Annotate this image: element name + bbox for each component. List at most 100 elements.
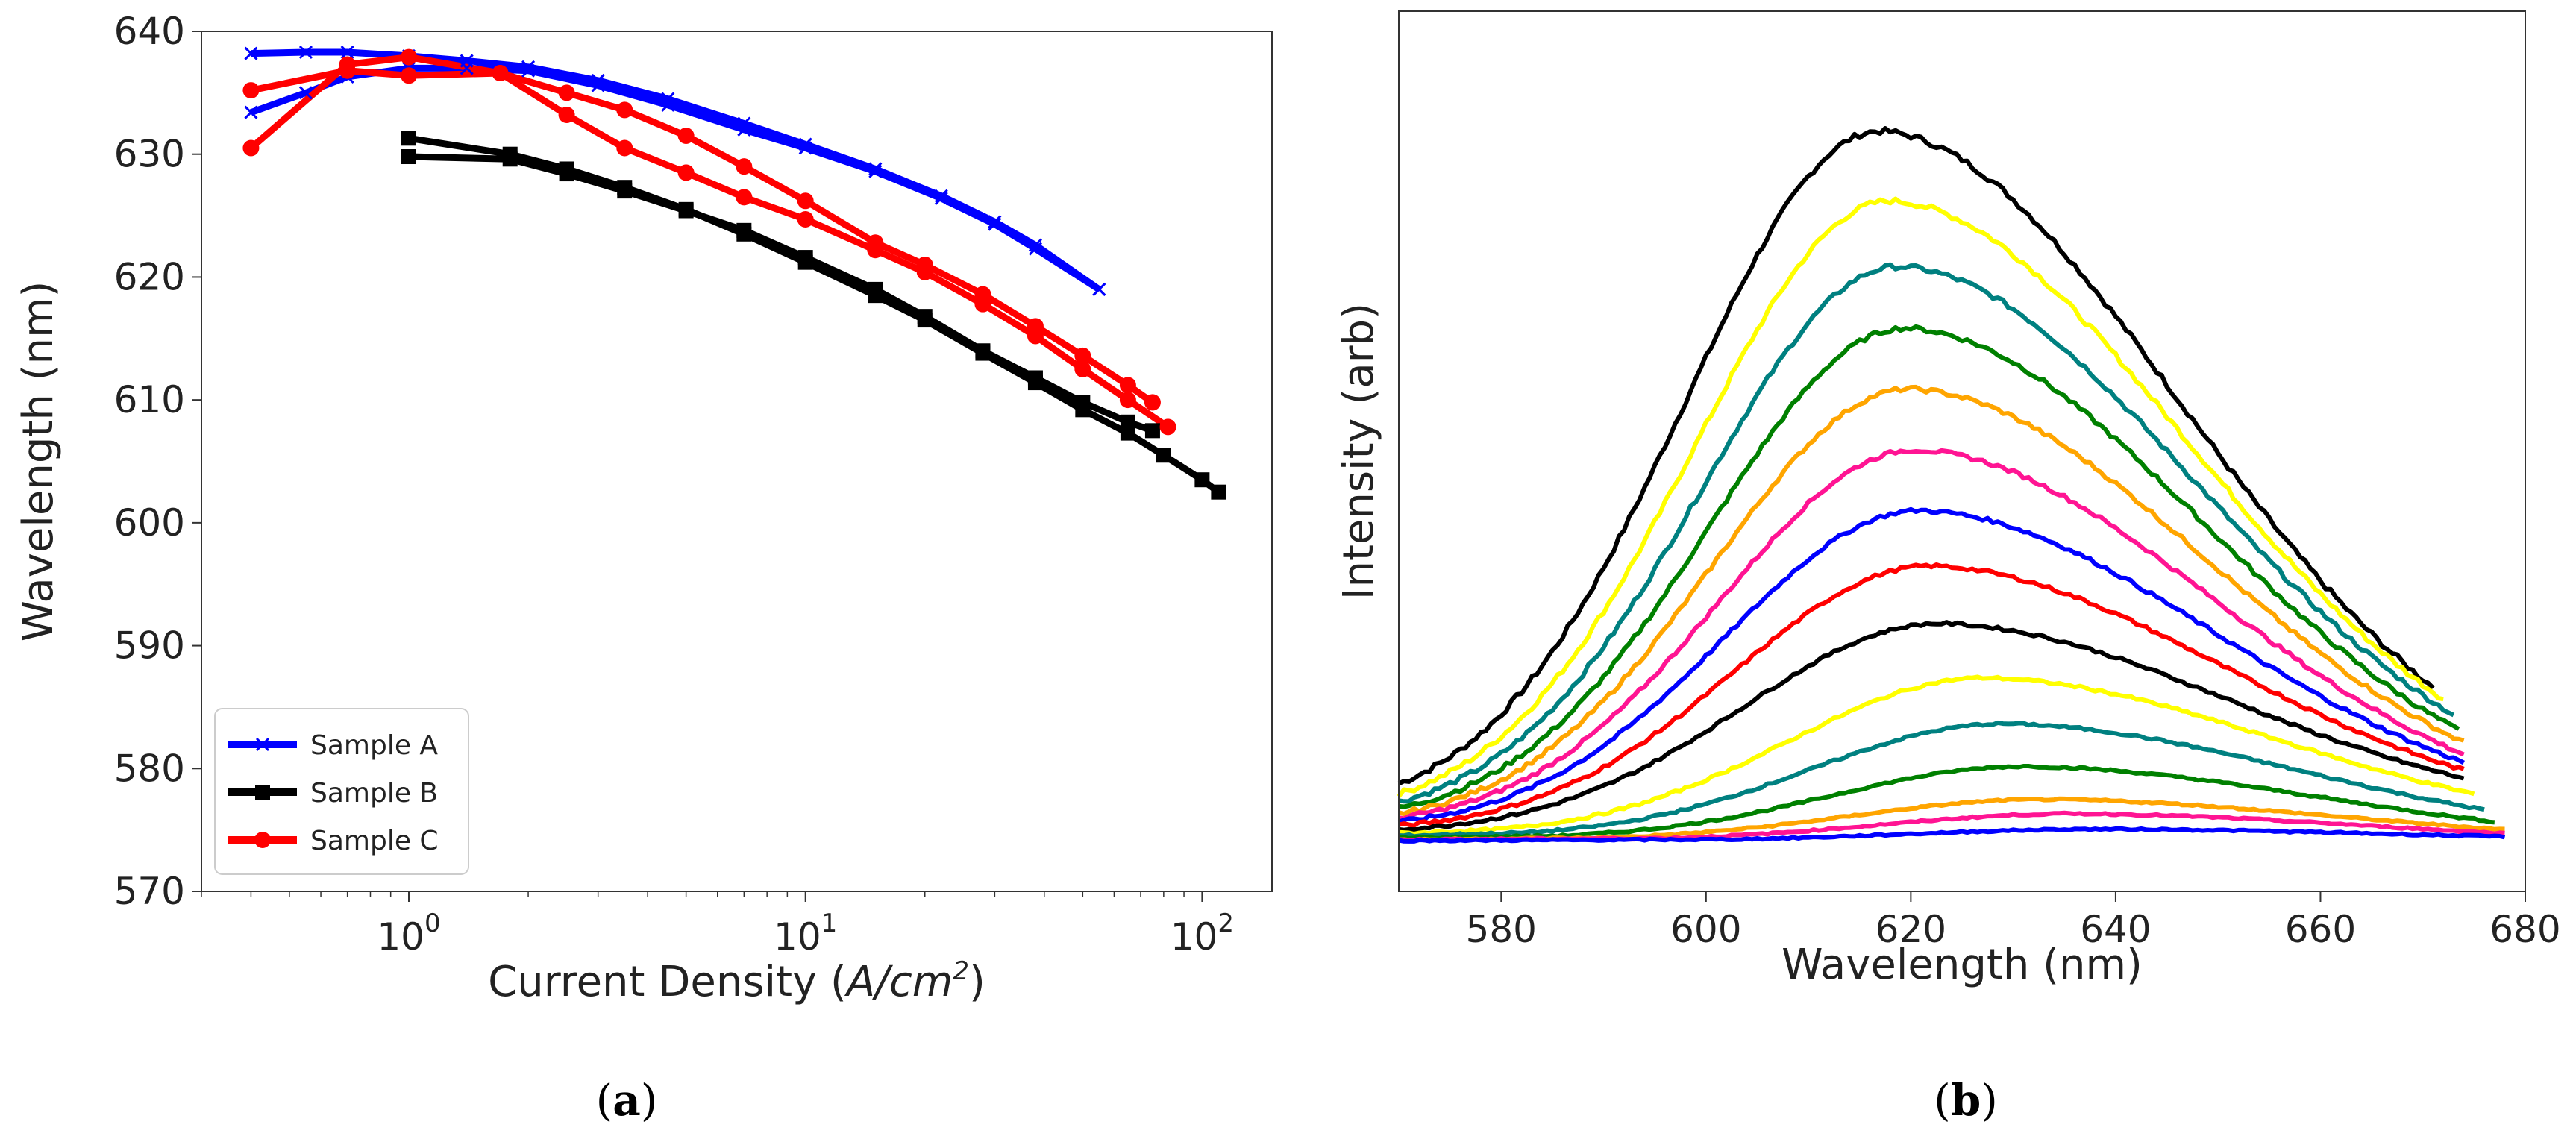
chart-a-point-marker (1144, 394, 1161, 411)
chart-a-y-tick-label: 570 (114, 870, 185, 913)
chart-a-point-marker (988, 215, 1002, 229)
chart-a-point-marker (591, 78, 605, 92)
chart-a-point-marker (1156, 448, 1171, 463)
chart-b-x-tick-label: 680 (2489, 908, 2560, 951)
chart-a: 570 580 590 600 610 620 630 640 100 101 102 Wavel… (14, 10, 1273, 1126)
chart-a-point-marker (244, 46, 258, 60)
chart-b-x-tick-label: 600 (1670, 908, 1741, 951)
chart-b-spectrum-line (1397, 506, 2465, 824)
chart-a-legend-label: Sample C (310, 826, 439, 856)
chart-a-legend-label: Sample A (310, 730, 438, 761)
chart-a-point-marker (975, 343, 991, 359)
chart-b-spectra (1397, 126, 2506, 844)
chart-a-point-marker (559, 166, 574, 182)
chart-a-point-marker (797, 211, 814, 228)
chart-a-y-ticks: 570 580 590 600 610 620 630 640 (114, 10, 201, 913)
chart-a-x-tick-label: 101 (774, 909, 837, 959)
chart-b-spectrum-line (1398, 764, 2495, 841)
chart-a-y-tick-label: 610 (114, 378, 185, 421)
chart-b-spectrum-line (1398, 720, 2485, 839)
chart-b-spectrum-line (1398, 674, 2475, 836)
chart-a-point-marker (661, 92, 675, 106)
chart-a-point-marker (502, 151, 518, 167)
chart-a-point-marker (1194, 472, 1210, 488)
chart-a-point-marker (737, 122, 751, 137)
chart-a-y-tick-label: 590 (114, 624, 185, 668)
chart-a-legend-label: Sample B (310, 778, 438, 809)
chart-a-point-marker (1074, 360, 1091, 377)
chart-b-x-ticks: 580 600 620 640 660 680 (1466, 891, 2561, 951)
chart-a-series-line (408, 134, 1221, 495)
chart-a-point-marker (798, 141, 812, 155)
chart-a-point-marker (916, 256, 933, 273)
chart-a-series-lines (248, 48, 1221, 495)
chart-a-point-marker (401, 149, 417, 165)
chart-b-spectrum-line (1398, 448, 2465, 821)
chart-b-spectrum-line (1398, 826, 2506, 844)
chart-a-point-marker (244, 105, 258, 119)
chart-a-y-tick-label: 640 (114, 10, 185, 53)
chart-a-point-marker (934, 191, 948, 206)
chart-b-x-tick-label: 580 (1466, 908, 1537, 951)
chart-a-point-marker (974, 286, 991, 303)
chart-a-point-marker (1211, 484, 1226, 500)
chart-a-point-marker (616, 139, 633, 157)
chart-a-point-marker (616, 101, 633, 119)
chart-a-point-marker (242, 139, 260, 157)
chart-b-x-tick-label: 640 (2080, 908, 2151, 951)
chart-b-spectrum-line (1398, 562, 2465, 828)
chart-a-markers (242, 45, 1226, 500)
chart-a-legend: Sample A Sample B Sample C (214, 708, 469, 875)
chart-a-point-marker (340, 45, 354, 60)
chart-a-point-marker (934, 189, 948, 203)
chart-a-series-line (248, 54, 1171, 430)
chart-a-point-marker (558, 107, 575, 124)
chart-a-point-marker (661, 98, 675, 112)
chart-a-point-marker (1075, 395, 1091, 410)
chart-a-point-marker (521, 63, 536, 78)
chart-b: 580 600 620 640 660 680 Intensity (arb) Wavel… (1335, 10, 2561, 1126)
chart-a-series-line (250, 67, 1155, 406)
chart-a-point-marker (797, 250, 813, 266)
chart-b-plot-frame (1398, 10, 2526, 892)
chart-a-point-marker (1027, 318, 1044, 335)
chart-a-point-marker (242, 82, 260, 99)
chart-a-point-marker (1074, 347, 1091, 364)
chart-a-x-ticks: 100 101 102 (201, 891, 1234, 959)
chart-a-x-tick-label: 100 (377, 909, 440, 959)
chart-b-spectrum-line (1398, 324, 2460, 809)
chart-a-point-marker (298, 86, 313, 100)
chart-a-point-marker (255, 785, 270, 800)
chart-a-point-marker (868, 162, 883, 176)
chart-b-x-tick-label: 620 (1875, 908, 1946, 951)
chart-a-point-marker (677, 128, 695, 145)
chart-a-point-marker (1119, 392, 1136, 409)
chart-a-point-marker (401, 48, 418, 66)
chart-b-x-axis-label: Wavelength (nm) (1781, 941, 2143, 989)
chart-b-spectrum-line (1397, 126, 2435, 786)
chart-a-plot-frame (201, 31, 1273, 892)
chart-a-point-marker (736, 158, 753, 175)
chart-a-point-marker (678, 203, 694, 219)
chart-a-point-marker (617, 183, 633, 199)
chart-b-spectrum-line (1398, 262, 2455, 804)
chart-a-series-line (408, 153, 1154, 434)
chart-a-point-marker (1028, 238, 1043, 252)
chart-a-point-marker (867, 234, 884, 251)
chart-a-x-tick-label: 102 (1171, 909, 1234, 959)
chart-a-point-marker (868, 281, 883, 297)
chart-b-caption: (b) (1934, 1075, 1998, 1126)
chart-a-point-marker (492, 65, 509, 82)
chart-a-point-marker (677, 164, 695, 181)
chart-a-y-tick-label: 620 (114, 255, 185, 298)
chart-a-point-marker (255, 737, 270, 752)
chart-a-point-marker (988, 217, 1002, 231)
chart-a-point-marker (401, 67, 418, 84)
chart-a-point-marker (298, 45, 313, 60)
chart-a-point-marker (1120, 414, 1135, 430)
chart-a-point-marker (1028, 242, 1043, 256)
chart-a-legend-box (214, 708, 469, 875)
chart-a-point-marker (339, 62, 356, 79)
chart-a-point-marker (917, 309, 933, 324)
